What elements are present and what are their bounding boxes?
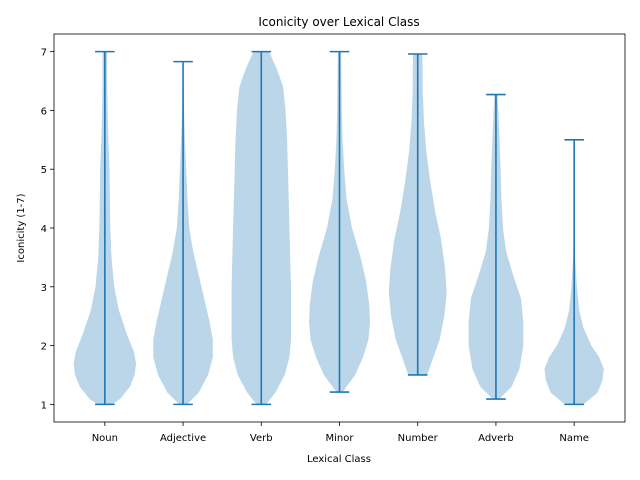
y-tick-label: 6 [41,106,47,117]
range-line-group [95,50,584,406]
x-tick-label-adjective: Adjective [160,433,206,444]
y-tick-label: 3 [41,283,47,294]
x-tick-label-verb: Verb [250,433,273,444]
y-axis: 1 2 3 4 5 6 7 [41,48,54,411]
x-tick-label-number: Number [398,433,439,444]
chart-title: Iconicity over Lexical Class [258,15,419,29]
x-axis: Noun Adjective Verb Minor Number Adverb Name [92,422,589,444]
y-tick-label: 5 [41,165,47,176]
y-axis-label: Iconicity (1-7) [16,193,27,262]
y-tick-label: 2 [41,342,47,353]
x-tick-label-adverb: Adverb [478,433,514,444]
x-tick-label-minor: Minor [326,433,355,444]
y-tick-label: 7 [41,48,47,59]
y-tick-label: 1 [41,400,47,411]
y-tick-label: 4 [41,224,47,235]
x-axis-label: Lexical Class [307,454,371,465]
x-tick-label-name: Name [559,433,589,444]
x-tick-label-noun: Noun [92,433,118,444]
